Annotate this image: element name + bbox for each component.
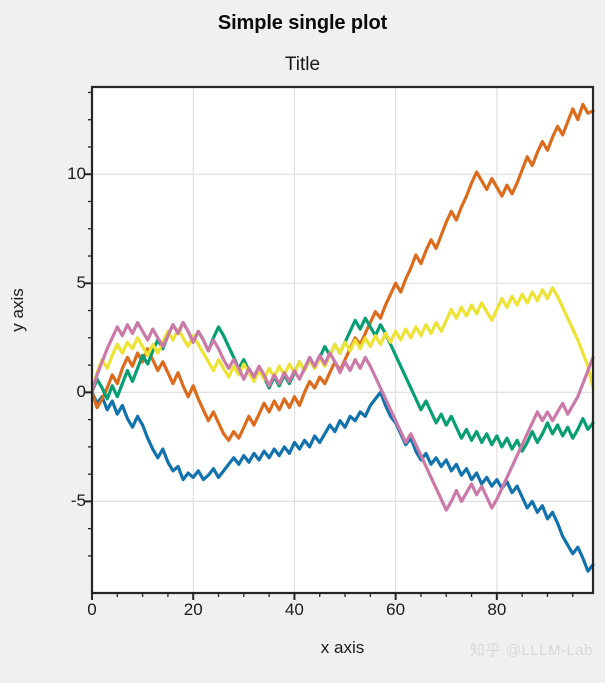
- axes-background: [92, 87, 593, 593]
- y-tick-label: -5: [70, 491, 86, 511]
- axes-title: Title: [284, 54, 321, 75]
- x-tick-label: 20: [183, 600, 203, 619]
- figure-suptitle: Simple single plot: [217, 12, 388, 34]
- series-blue: [90, 390, 595, 573]
- y-axis-label: y axis: [8, 288, 27, 332]
- series-pink: [90, 320, 595, 512]
- x-axis-label: x axis: [320, 638, 365, 657]
- watermark-text: 知乎 @LLLM-Lab: [470, 642, 593, 659]
- series-yellow: [90, 286, 595, 394]
- axes-spines: [90, 85, 595, 595]
- axis-ticks: [85, 91, 574, 600]
- x-tick-label: 80: [487, 600, 507, 619]
- y-tick-label: 10: [67, 164, 86, 184]
- x-tick-label: 0: [87, 600, 97, 619]
- y-tick-label: 5: [76, 273, 86, 293]
- y-tick-label: 0: [76, 382, 86, 402]
- x-tick-label: 60: [386, 600, 406, 619]
- x-tick-label: 40: [284, 600, 304, 619]
- data-series-group: [90, 102, 595, 573]
- gridlines: [91, 87, 593, 593]
